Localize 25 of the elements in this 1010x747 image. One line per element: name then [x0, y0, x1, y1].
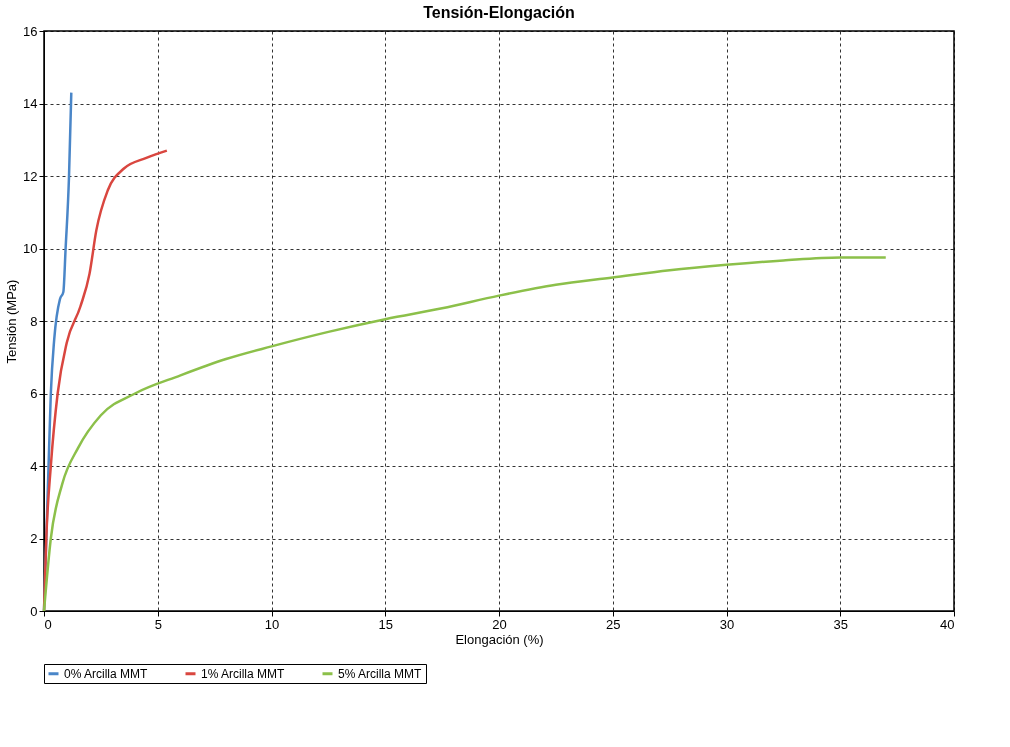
x-tick-label: 0 [44, 616, 52, 632]
y-tick-label: 8 [30, 313, 38, 329]
legend-label: 5% Arcilla MMT [338, 666, 423, 681]
x-tick-label: 5 [154, 616, 162, 632]
y-tick-label: 10 [23, 241, 38, 256]
y-axis-title: Tensión (MPa) [4, 279, 20, 364]
chart-title: Tensión-Elongación [423, 4, 575, 21]
y-tick-label: 4 [30, 458, 38, 474]
x-tick-label: 35 [833, 616, 848, 632]
x-tick-label: 25 [606, 616, 621, 632]
y-tick-label: 2 [30, 531, 38, 546]
x-tick-label: 30 [719, 616, 735, 632]
y-tick-label: 6 [30, 386, 38, 401]
legend-label: 0% Arcilla MMT [64, 666, 149, 681]
x-tick-label: 15 [378, 616, 393, 632]
legend-label: 1% Arcilla MMT [201, 666, 286, 681]
line-series [42, 256, 887, 613]
x-axis-title: Elongación (%) [455, 631, 544, 647]
y-tick-label: 16 [23, 23, 38, 39]
x-tick-label: 20 [492, 616, 507, 632]
y-tick-label: 12 [23, 168, 38, 184]
y-tick-label: 0 [30, 603, 38, 619]
y-tick-label: 14 [23, 96, 38, 111]
x-tick-label: 10 [264, 616, 280, 632]
x-tick-label: 40 [940, 616, 955, 632]
